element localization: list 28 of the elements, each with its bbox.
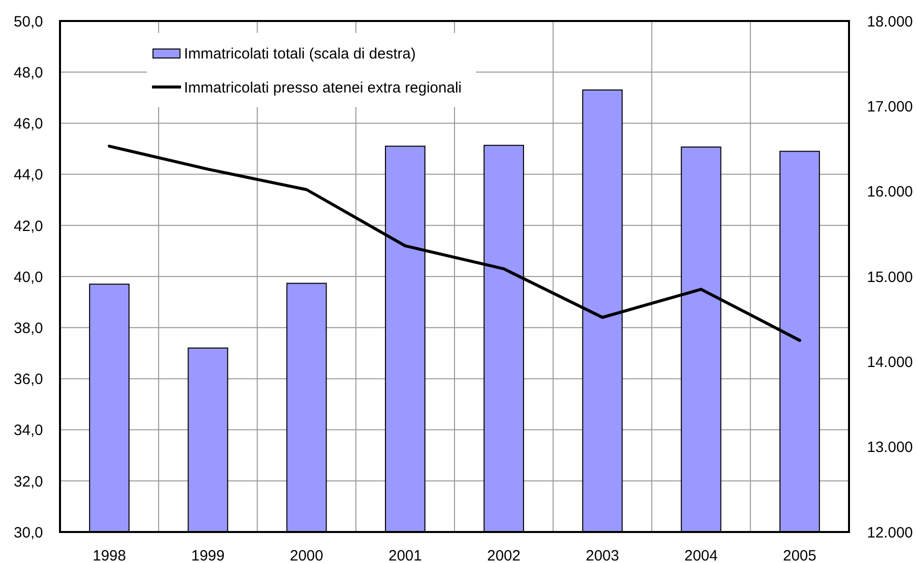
y-tick-label: 48,0 <box>14 64 43 82</box>
y2-tick-label: 14.000 <box>867 354 913 372</box>
y-tick-label: 32,0 <box>14 473 43 490</box>
x-tick-label: 2001 <box>388 548 422 563</box>
x-tick-label: 2004 <box>684 548 718 563</box>
x-tick-label: 2000 <box>290 548 324 563</box>
y2-tick-label: 16.000 <box>867 184 913 201</box>
y-tick-label: 30,0 <box>14 524 43 542</box>
y-tick-label: 46,0 <box>14 116 43 133</box>
y-tick-label: 34,0 <box>14 422 43 440</box>
y2-tick-label: 18.000 <box>867 13 913 30</box>
y-tick-label: 42,0 <box>14 218 43 235</box>
y2-tick-label: 15.000 <box>867 268 913 286</box>
y-tick-label: 40,0 <box>14 268 43 286</box>
y2-tick-label: 12.000 <box>867 524 913 542</box>
x-tick-label: 2005 <box>783 548 816 563</box>
y-tick-label: 50,0 <box>14 13 43 30</box>
x-tick-label: 1999 <box>191 548 225 563</box>
y-tick-label: 38,0 <box>14 320 43 337</box>
x-tick-label: 2002 <box>487 548 520 563</box>
y2-tick-label: 17.000 <box>867 98 913 116</box>
y-tick-label: 44,0 <box>14 166 43 184</box>
y2-tick-label: 13.000 <box>867 439 913 456</box>
x-tick-label: 2003 <box>586 548 620 563</box>
x-tick-label: 1998 <box>92 548 126 563</box>
legend-label: Immatricolati totali (scala di destra) <box>184 46 416 62</box>
legend-label: Immatricolati presso atenei extra regionali <box>184 80 462 96</box>
y-tick-label: 36,0 <box>14 371 43 388</box>
